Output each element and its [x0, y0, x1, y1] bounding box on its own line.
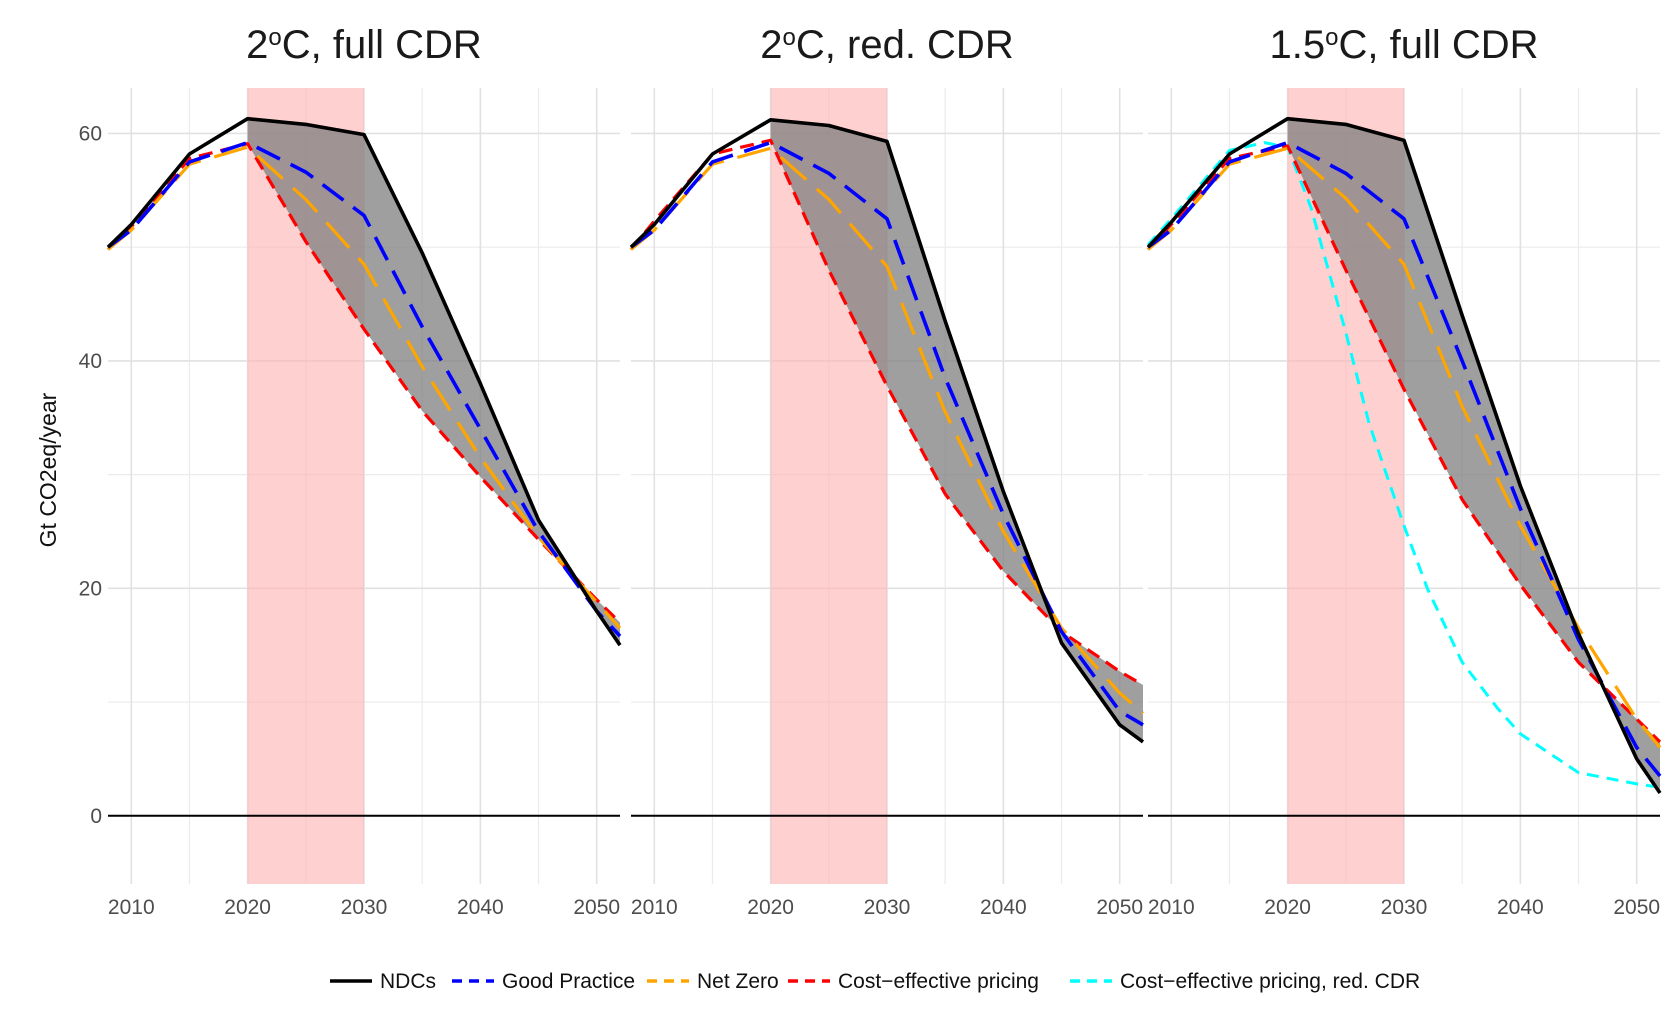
x-tick-label: 2030 — [864, 896, 911, 919]
panel-title-superscript: o — [268, 24, 281, 51]
x-tick-label: 2040 — [980, 896, 1027, 919]
panel-2: 2oC, red. CDR 2010 2020 2030 2040 2050 — [629, 23, 1145, 919]
series-line-cost-effective-pricing — [106, 142, 622, 624]
panel-title-main: 2 — [246, 23, 268, 67]
legend-label: NDCs — [380, 970, 436, 993]
panel-title: 1.5oC, full CDR — [1270, 23, 1539, 67]
legend-label: Good Practice — [502, 970, 635, 993]
x-tick-label: 2030 — [1381, 896, 1428, 919]
y-tick-label: 40 — [79, 350, 102, 373]
series-line-net-zero — [1146, 146, 1662, 749]
panel-title: 2oC, red. CDR — [760, 23, 1013, 67]
panel-title: 2oC, full CDR — [246, 23, 482, 67]
series-line-net-zero — [106, 145, 622, 630]
panel-title-main: 2 — [760, 23, 782, 67]
y-tick-label: 20 — [79, 577, 102, 600]
panel-title-rest: C, full CDR — [282, 23, 482, 67]
x-tick-label: 2020 — [747, 896, 794, 919]
panel-title-superscript: o — [783, 24, 796, 51]
x-tick-label: 2050 — [1613, 896, 1660, 919]
series-line-good-practice — [629, 140, 1144, 727]
legend-item: Good Practice — [452, 970, 635, 993]
y-tick-label: 60 — [79, 122, 102, 145]
legend-item: Cost−effective pricing, red. CDR — [1070, 970, 1420, 993]
y-tick-label: 0 — [90, 805, 102, 828]
x-tick-label: 2010 — [1148, 896, 1195, 919]
series-line-good-practice — [106, 140, 622, 638]
band-ndcs-to-cost-effective — [1287, 118, 1660, 793]
x-tick-label: 2030 — [341, 896, 388, 919]
legend-label: Net Zero — [697, 970, 779, 993]
series-line-ndcs — [629, 118, 1145, 744]
legend-label: Cost−effective pricing — [838, 970, 1039, 993]
series-line-ndcs — [106, 116, 622, 647]
legend-item: Net Zero — [647, 970, 779, 993]
legend-item: NDCs — [330, 970, 436, 993]
series-line-cost-effective-pricing-red-cdr — [1146, 141, 1661, 789]
x-tick-label: 2020 — [224, 896, 271, 919]
series-line-cost-effective-pricing — [1146, 144, 1662, 744]
y-axis-label: Gt CO2eq/year — [35, 392, 61, 547]
x-tick-label: 2010 — [631, 896, 678, 919]
panel-title-superscript: o — [1325, 24, 1338, 51]
band-ndcs-to-cost-effective — [770, 119, 1143, 742]
series-line-net-zero — [629, 146, 1145, 715]
x-tick-label: 2040 — [457, 896, 504, 919]
panel-title-rest: C, red. CDR — [796, 23, 1014, 67]
panel-title-main: 1.5 — [1270, 23, 1326, 67]
x-tick-label: 2050 — [573, 896, 620, 919]
legend: NDCs Good Practice Net Zero Cost−effective … — [330, 970, 1420, 993]
x-tick-label: 2010 — [108, 896, 155, 919]
legend-item: Cost−effective pricing — [788, 970, 1039, 993]
x-tick-label: 2020 — [1264, 896, 1311, 919]
panel-3: 1.5oC, full CDR 2010 2020 2030 2040 2050 — [1146, 23, 1662, 919]
x-tick-label: 2040 — [1497, 896, 1544, 919]
panel-title-rest: C, full CDR — [1338, 23, 1538, 67]
x-tick-label: 2050 — [1096, 896, 1143, 919]
legend-label: Cost−effective pricing, red. CDR — [1120, 970, 1420, 993]
series-line-ndcs — [1146, 116, 1662, 795]
